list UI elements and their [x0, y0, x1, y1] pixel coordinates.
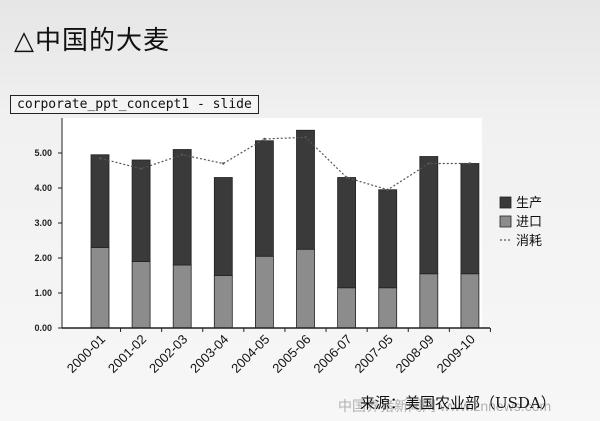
y-tick-label: 3.00: [34, 218, 52, 228]
x-tick-label: 2004-05: [228, 332, 272, 376]
consumption-point: [386, 188, 389, 191]
watermark-text: 中国养猪新闻网 www.znnews.com: [338, 398, 552, 414]
y-tick-label: 5.00: [34, 148, 52, 158]
bar-production: [419, 156, 439, 275]
source-note: 来源：美国农业部（USDA）: [360, 394, 556, 412]
bar-imports: [378, 287, 398, 329]
legend: 生产 进口 消耗: [499, 196, 542, 249]
x-tick-label: 2000-01: [64, 332, 108, 376]
x-axis-ticks: 2000-012001-022002-032003-042004-052005-…: [64, 328, 491, 376]
bar-imports: [460, 273, 480, 329]
slide-title: △中国的大麦: [14, 26, 170, 56]
consumption-point: [98, 157, 102, 160]
window-title-label[interactable]: corporate_ppt_concept1 - slide: [10, 95, 259, 114]
bar-production: [296, 129, 315, 250]
consumption-point: [304, 136, 307, 139]
bar-production: [254, 140, 274, 257]
x-tick-label: 2008-09: [393, 332, 437, 376]
x-tick-label: 2009-10: [434, 332, 478, 376]
consumption-point: [222, 162, 225, 165]
x-tick-label: 2007-05: [351, 332, 395, 376]
consumption-point: [139, 167, 143, 170]
bar-imports: [419, 273, 439, 329]
x-tick-label: 2005-06: [269, 332, 313, 376]
bar-imports: [337, 287, 357, 329]
bar-production: [378, 189, 398, 289]
legend-swatch-production: [499, 196, 512, 209]
consumption-point: [345, 176, 348, 179]
y-axis-ticks: 0.00 1.00 2.00 3.00 4.00 5.00: [34, 148, 62, 333]
x-tick-label: 2001-02: [105, 332, 149, 376]
bar-imports: [172, 264, 192, 329]
y-tick-label: 0.00: [34, 323, 52, 333]
bar-production: [90, 154, 110, 248]
bar-production: [172, 149, 192, 266]
legend-label-consumption: 消耗: [516, 234, 542, 249]
bar-imports: [296, 248, 315, 329]
bar-production: [337, 177, 357, 289]
bar-imports: [213, 275, 233, 329]
legend-label-imports: 进口: [516, 215, 542, 230]
consumption-line-group: [98, 136, 472, 191]
consumption-point: [468, 162, 472, 165]
bar-production: [131, 159, 151, 262]
y-tick-label: 4.00: [34, 183, 52, 193]
bar-production: [460, 163, 480, 275]
x-tick-label: 2006-07: [310, 332, 354, 376]
y-tick-label: 1.00: [34, 288, 52, 298]
bar-imports: [90, 247, 110, 329]
consumption-line: [99, 136, 470, 191]
legend-swatch-imports: [499, 215, 512, 228]
consumption-point: [181, 153, 184, 156]
y-tick-label: 2.00: [34, 253, 52, 263]
bars: [90, 129, 480, 329]
bar-imports: [254, 255, 274, 329]
x-tick-label: 2003-04: [187, 332, 231, 376]
consumption-point: [263, 137, 266, 141]
consumption-point: [427, 162, 430, 165]
x-tick-label: 2002-03: [146, 332, 190, 376]
bar-imports: [131, 261, 151, 329]
legend-label-production: 生产: [516, 196, 542, 211]
bar-production: [213, 177, 233, 276]
